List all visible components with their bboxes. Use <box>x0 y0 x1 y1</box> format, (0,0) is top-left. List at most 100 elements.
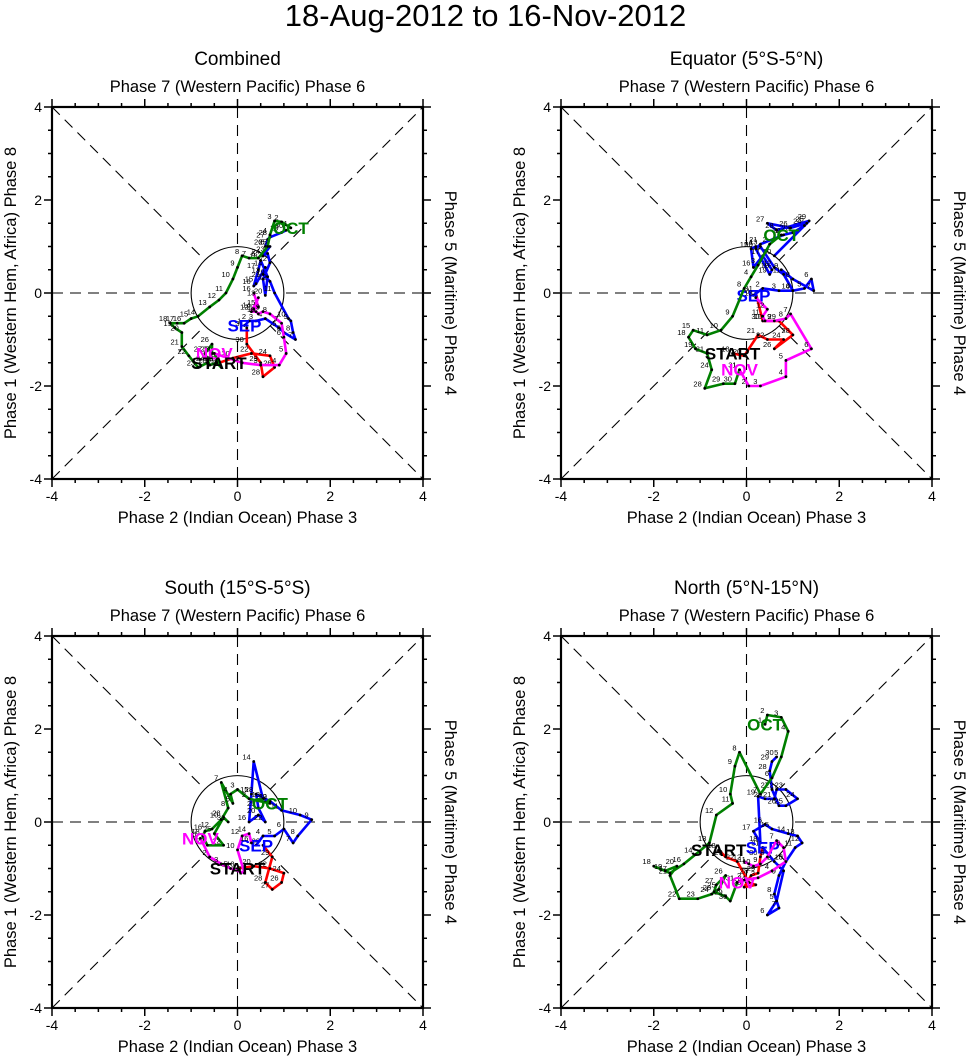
day-label: 4 <box>223 785 227 794</box>
day-marker <box>280 321 283 325</box>
x-tick-label: 4 <box>419 488 427 504</box>
day-label: 16 <box>194 822 202 831</box>
day-label: 9 <box>774 261 778 270</box>
day-label: 25 <box>775 797 783 806</box>
day-label: 3 <box>267 212 271 221</box>
day-marker <box>245 326 249 330</box>
day-marker <box>768 273 772 276</box>
day-label: 8 <box>737 279 741 288</box>
day-marker <box>717 888 721 891</box>
day-marker <box>208 363 212 367</box>
day-marker <box>240 834 244 838</box>
month-label-nov: NOV <box>721 361 759 380</box>
day-label: 5 <box>272 319 276 328</box>
day-marker <box>742 354 746 358</box>
start-label: START <box>210 860 266 879</box>
day-label: 22 <box>259 254 267 263</box>
day-label: 1 <box>730 873 734 882</box>
day-label: 5 <box>223 860 227 869</box>
y-tick-label: 2 <box>543 721 551 737</box>
day-label: 8 <box>237 864 241 873</box>
day-label: 8 <box>786 270 790 279</box>
day-label: 18 <box>707 841 715 850</box>
day-label: 5 <box>260 238 264 247</box>
day-marker <box>779 233 783 237</box>
day-label: 1 <box>732 361 736 370</box>
day-marker <box>261 273 265 276</box>
day-label: 8 <box>767 885 771 894</box>
day-label: 22 <box>668 890 676 899</box>
day-label: 5 <box>267 827 271 836</box>
day-label: 19 <box>256 268 264 277</box>
top-axis-label: Phase 7 (Western Pacific) Phase 6 <box>619 607 875 625</box>
day-label: 2 <box>274 213 278 222</box>
day-label: 9 <box>728 757 732 766</box>
day-label: 7 <box>288 331 292 340</box>
day-label: 20 <box>254 286 262 295</box>
day-label: 7 <box>807 282 811 291</box>
day-marker <box>280 808 283 812</box>
day-label: 7 <box>783 305 787 314</box>
day-marker <box>259 363 263 367</box>
day-marker <box>749 275 753 279</box>
day-label: 30 <box>259 792 267 801</box>
day-label: 18 <box>208 354 216 363</box>
day-label: 16 <box>173 314 181 323</box>
day-label: 12 <box>208 291 216 300</box>
day-label: 30 <box>765 748 773 757</box>
day-marker <box>284 228 288 232</box>
day-marker <box>770 827 774 831</box>
day-marker <box>291 841 295 845</box>
day-marker <box>252 284 256 288</box>
day-marker <box>277 326 281 330</box>
day-label: 10 <box>782 282 790 291</box>
day-label: 13 <box>744 289 752 298</box>
day-label: 9 <box>230 258 234 267</box>
y-tick-label: 2 <box>34 192 42 208</box>
day-label: 29 <box>712 375 720 384</box>
day-label: 28 <box>782 326 790 335</box>
day-marker <box>226 806 230 810</box>
day-marker <box>261 834 265 838</box>
day-label: 12 <box>756 300 764 309</box>
y-tick-label: -2 <box>30 378 43 394</box>
day-label: 12 <box>240 303 248 312</box>
day-label: 4 <box>263 226 267 235</box>
y-tick-label: -4 <box>30 471 43 487</box>
day-label: 31 <box>744 284 752 293</box>
day-marker <box>772 892 776 896</box>
main-title: 18-Aug-2012 to 16-Nov-2012 <box>284 0 687 33</box>
day-marker <box>273 219 276 223</box>
day-label: 22 <box>212 836 220 845</box>
day-label: 24 <box>793 217 801 226</box>
day-label: 25 <box>247 799 255 808</box>
day-label: 17 <box>166 314 174 323</box>
day-label: 23 <box>782 224 790 233</box>
day-marker <box>282 335 286 339</box>
day-label: 28 <box>758 762 766 771</box>
day-marker <box>796 797 799 801</box>
day-marker <box>277 363 281 367</box>
day-marker <box>747 881 751 884</box>
day-label: 18 <box>642 857 650 866</box>
day-marker <box>754 245 758 248</box>
day-marker <box>263 293 267 297</box>
day-marker <box>226 820 230 824</box>
day-marker <box>280 220 283 224</box>
day-label: 24 <box>786 790 794 799</box>
day-marker <box>294 338 297 341</box>
day-label: 14 <box>744 238 752 247</box>
day-marker <box>180 345 184 348</box>
day-marker <box>754 883 758 887</box>
day-marker <box>182 321 186 325</box>
day-label: 25 <box>203 825 211 834</box>
day-label: 12 <box>733 853 741 862</box>
day-marker <box>765 713 769 717</box>
y-tick-label: -4 <box>539 1000 552 1016</box>
day-label: 31 <box>728 361 736 370</box>
day-label: 30 <box>275 221 283 230</box>
day-marker <box>282 871 286 875</box>
day-marker <box>668 871 672 875</box>
day-label: 9 <box>284 312 288 321</box>
top-axis-label: Phase 7 (Western Pacific) Phase 6 <box>110 78 366 96</box>
